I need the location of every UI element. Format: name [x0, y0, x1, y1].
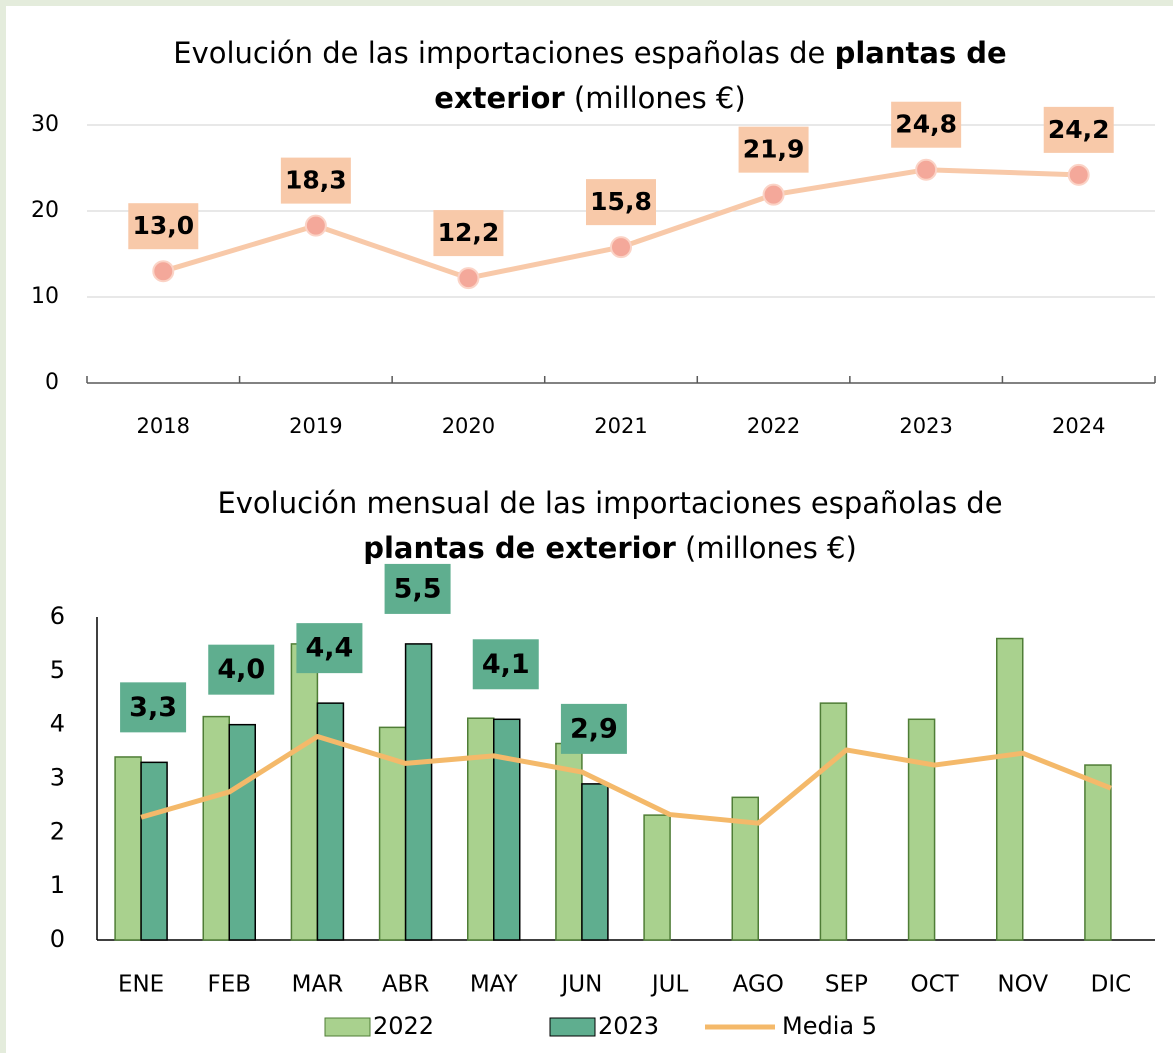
marker [152, 260, 175, 283]
label-box [280, 157, 351, 204]
chart-title: Evolución de las importaciones españolas… [173, 36, 1006, 70]
marker [304, 214, 327, 237]
x-tick-label: 2022 [747, 414, 800, 438]
bar [643, 814, 671, 941]
label-box [128, 203, 199, 250]
x-tick-label: ABR [382, 972, 430, 998]
y-tick-label: 2 [50, 817, 65, 845]
label-box [296, 623, 363, 674]
x-tick-label: 2024 [1052, 414, 1105, 438]
bar [1084, 764, 1112, 941]
label-box [120, 682, 187, 733]
y-tick-label: 0 [50, 925, 65, 953]
bar [493, 718, 521, 941]
legend-swatch [549, 1017, 596, 1037]
label-box [433, 210, 504, 257]
label-box [472, 639, 539, 690]
bar [404, 643, 433, 941]
x-tick-label: AGO [733, 972, 784, 998]
marker [457, 267, 480, 290]
data-label: 4,4 [305, 633, 353, 664]
marker [610, 236, 632, 259]
data-label: 2,9 [570, 713, 618, 744]
bar [290, 643, 319, 941]
chart-title: plantas de exterior (millones €) [363, 531, 857, 565]
y-tick-label: 1 [50, 871, 65, 899]
data-label: 4,1 [482, 649, 530, 680]
x-tick-label: JUN [560, 972, 603, 998]
label-box [738, 126, 809, 173]
y-tick-label: 0 [45, 370, 59, 395]
x-tick-label: FEB [207, 972, 251, 998]
y-tick-label: 4 [50, 710, 65, 738]
chart-title: Evolución mensual de las importaciones e… [217, 486, 1002, 520]
legend-label: 2023 [598, 1012, 659, 1040]
bar [140, 761, 168, 941]
marker [915, 158, 938, 181]
x-tick-label: JUL [650, 972, 689, 998]
bar [228, 723, 256, 941]
y-tick-label: 30 [31, 112, 59, 137]
label-box [891, 101, 962, 148]
bar [581, 783, 609, 941]
x-tick-label: ENE [118, 972, 164, 998]
legend-label: Media 5 [782, 1012, 877, 1040]
data-label: 13,0 [132, 211, 194, 240]
bar [114, 756, 142, 941]
marker [762, 183, 785, 206]
marker [1067, 163, 1090, 186]
x-tick-label: OCT [910, 972, 959, 998]
bar [819, 702, 848, 941]
x-tick-label: 2023 [899, 414, 952, 438]
y-tick-label: 6 [50, 602, 65, 630]
bar [467, 717, 495, 941]
label-box [208, 644, 275, 695]
data-label: 3,3 [129, 692, 177, 723]
label-box [560, 703, 627, 754]
bar [907, 718, 936, 941]
label-box [1043, 106, 1114, 153]
y-tick-label: 5 [50, 656, 65, 684]
label-box [586, 179, 656, 226]
data-label: 5,5 [394, 573, 442, 604]
bar [996, 637, 1024, 941]
x-tick-label: SEP [825, 972, 868, 998]
x-tick-label: 2018 [137, 414, 190, 438]
y-tick-label: 20 [31, 198, 59, 223]
line [140, 734, 1112, 826]
x-tick-label: NOV [997, 972, 1048, 998]
x-tick-label: DIC [1091, 972, 1132, 998]
x-tick-label: 2020 [442, 414, 495, 438]
x-tick-label: MAR [292, 972, 344, 998]
data-label: 24,2 [1048, 115, 1110, 144]
data-label: 21,9 [743, 135, 805, 164]
data-label: 24,8 [895, 110, 957, 139]
data-label: 12,2 [438, 218, 500, 247]
y-tick-label: 3 [50, 764, 65, 792]
x-tick-label: MAY [470, 972, 519, 998]
legend-label: 2022 [373, 1012, 434, 1040]
chart-title: exterior (millones €) [434, 81, 745, 115]
data-label: 15,8 [590, 187, 652, 216]
x-tick-label: 2021 [594, 414, 647, 438]
y-tick-label: 10 [31, 284, 59, 309]
data-label: 18,3 [285, 166, 347, 195]
label-box [384, 563, 451, 614]
legend-swatch [324, 1017, 371, 1037]
x-tick-label: 2019 [289, 414, 342, 438]
bar [202, 715, 230, 941]
data-label: 4,0 [217, 654, 265, 685]
